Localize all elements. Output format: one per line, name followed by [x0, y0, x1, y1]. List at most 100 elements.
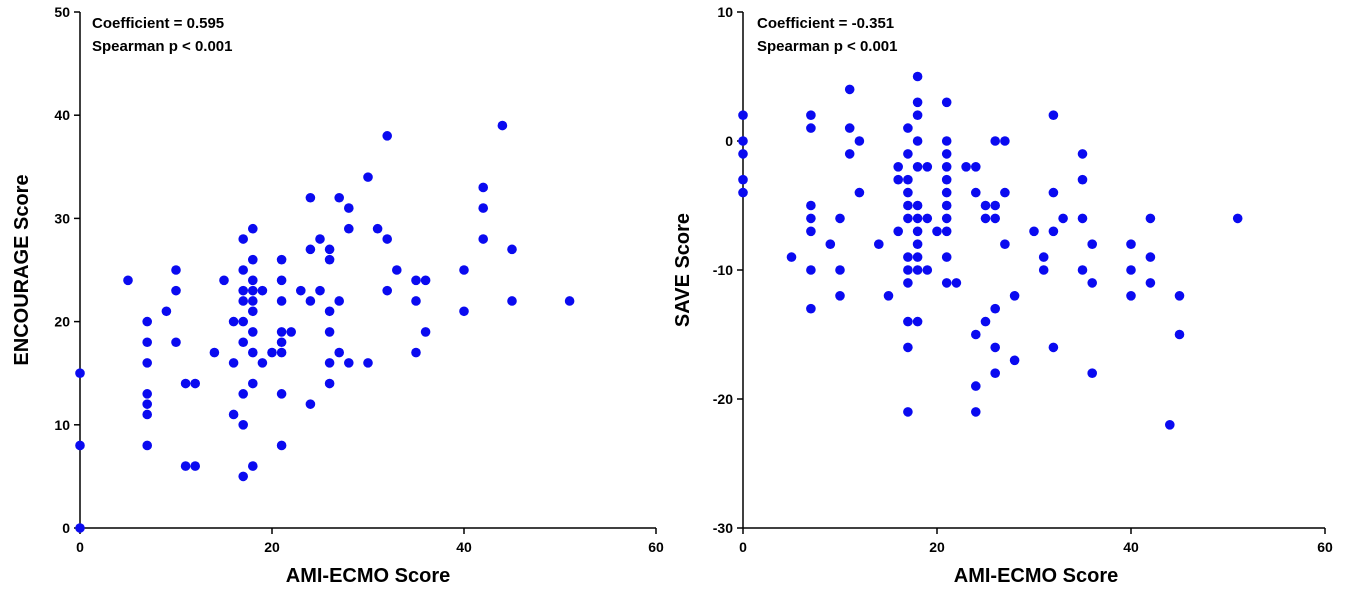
y-tick-label: 0 — [62, 520, 70, 536]
data-point — [363, 358, 373, 368]
data-point — [248, 306, 258, 317]
data-point — [171, 337, 181, 348]
x-ticks: 0 20 40 60 — [739, 528, 1333, 555]
data-point — [238, 471, 248, 482]
data-point — [296, 285, 306, 296]
data-point — [1048, 342, 1059, 353]
data-point — [248, 347, 258, 358]
data-point — [305, 244, 316, 255]
data-point — [912, 162, 923, 172]
data-point — [903, 278, 913, 288]
data-point — [171, 265, 181, 275]
data-point — [324, 358, 335, 368]
data-point — [276, 327, 287, 337]
data-point — [344, 223, 354, 234]
data-point — [324, 244, 335, 255]
data-point — [912, 71, 923, 82]
y-tick-label: -30 — [713, 520, 733, 536]
data-point — [844, 84, 855, 95]
data-point — [912, 316, 923, 327]
data-point — [1126, 239, 1136, 249]
data-point — [806, 213, 816, 224]
data-point — [478, 203, 489, 213]
data-point — [912, 97, 923, 108]
data-point — [334, 296, 345, 306]
data-point — [392, 265, 402, 275]
data-point — [248, 223, 258, 234]
data-point — [257, 285, 268, 296]
data-point — [990, 342, 1000, 353]
data-point — [1000, 136, 1010, 146]
data-point — [893, 226, 903, 237]
data-point — [912, 200, 923, 211]
data-point — [1087, 239, 1097, 249]
data-point — [1048, 110, 1059, 120]
y-tick-label: 20 — [54, 314, 70, 330]
data-point — [738, 149, 748, 159]
data-point — [507, 296, 517, 306]
data-point — [142, 337, 152, 348]
data-point — [238, 285, 248, 296]
data-point — [497, 120, 508, 131]
data-point — [951, 278, 962, 288]
data-point — [874, 239, 884, 249]
data-point — [344, 203, 354, 213]
data-point — [903, 252, 913, 262]
y-ticks: 0 10 20 30 40 50 — [54, 4, 80, 536]
data-point — [276, 296, 287, 306]
data-point — [941, 278, 952, 288]
data-point — [941, 149, 952, 159]
data-point — [854, 187, 865, 198]
data-point — [903, 213, 913, 224]
data-point — [941, 136, 952, 146]
data-point — [738, 187, 748, 198]
data-point — [1165, 420, 1175, 430]
data-point — [806, 200, 816, 211]
data-point — [286, 327, 297, 337]
scatter-points — [738, 71, 1243, 430]
data-point — [1077, 149, 1088, 159]
data-point — [238, 296, 248, 306]
data-point — [990, 303, 1000, 314]
data-point — [123, 275, 133, 286]
data-point — [228, 358, 239, 368]
data-point — [912, 252, 923, 262]
data-point — [806, 110, 816, 120]
data-point — [276, 440, 287, 451]
y-tick-label: 40 — [54, 107, 70, 123]
data-point — [248, 327, 258, 337]
data-point — [1000, 239, 1010, 249]
data-point — [903, 200, 913, 211]
data-point — [1038, 265, 1049, 275]
data-point — [903, 149, 913, 159]
data-point — [142, 316, 152, 327]
data-point — [334, 347, 345, 358]
data-point — [75, 368, 85, 379]
data-point — [1038, 252, 1049, 262]
data-point — [305, 192, 316, 203]
x-tick-label: 20 — [929, 539, 945, 555]
x-tick-label: 40 — [456, 539, 472, 555]
y-axis-title: ENCOURAGE Score — [11, 174, 33, 365]
data-point — [1145, 213, 1156, 224]
x-axis-title: AMI-ECMO Score — [954, 565, 1118, 587]
data-point — [903, 123, 913, 133]
data-point — [238, 389, 248, 399]
x-tick-label: 0 — [76, 539, 84, 555]
data-point — [305, 296, 316, 306]
data-point — [75, 523, 85, 533]
data-point — [276, 254, 287, 265]
data-point — [478, 234, 489, 244]
data-point — [334, 192, 345, 203]
x-tick-label: 20 — [264, 539, 280, 555]
data-point — [1009, 355, 1020, 366]
data-point — [190, 461, 200, 471]
data-point — [219, 275, 229, 286]
data-point — [420, 327, 431, 337]
annotation-pvalue: Spearman p < 0.001 — [92, 38, 233, 55]
data-point — [941, 187, 952, 198]
data-point — [912, 110, 923, 120]
data-point — [248, 285, 258, 296]
data-point — [315, 285, 325, 296]
data-point — [1087, 368, 1097, 379]
